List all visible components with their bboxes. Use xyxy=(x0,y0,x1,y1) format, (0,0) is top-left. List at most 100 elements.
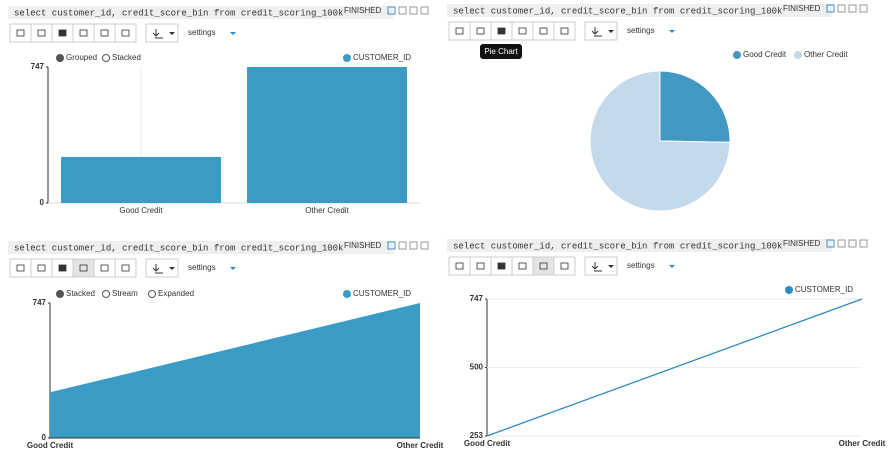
chart-button[interactable] xyxy=(114,258,137,278)
bar xyxy=(247,67,407,203)
x-tick-label: Good Credit xyxy=(27,441,74,450)
chart-button[interactable] xyxy=(532,21,555,41)
caret xyxy=(669,265,675,268)
mode-radio[interactable] xyxy=(56,54,64,62)
control-icon[interactable] xyxy=(837,239,846,248)
legend-label: CUSTOMER_ID xyxy=(795,285,853,294)
query: select customer_id, credit_score_bin fro… xyxy=(14,243,343,253)
download-button[interactable] xyxy=(145,23,179,43)
legend-label: Good Credit xyxy=(743,50,787,59)
chart-button[interactable] xyxy=(448,256,471,276)
download-button[interactable] xyxy=(145,258,179,278)
chart-icon xyxy=(497,27,506,35)
mode-radio[interactable] xyxy=(102,290,110,298)
chart-button[interactable] xyxy=(532,256,555,276)
pie-slice xyxy=(659,70,731,143)
chart-icon xyxy=(455,262,464,270)
chart-icon xyxy=(100,29,109,37)
chart-icon xyxy=(518,27,527,35)
caret xyxy=(169,267,175,270)
chart-button[interactable] xyxy=(469,256,492,276)
chart-button[interactable] xyxy=(72,258,95,278)
settings-link[interactable]: settings xyxy=(627,261,655,270)
control-icon[interactable] xyxy=(398,241,407,250)
settings-link[interactable]: settings xyxy=(627,26,655,35)
x-tick-label: Good Credit xyxy=(119,206,163,215)
query: select customer_id, credit_score_bin fro… xyxy=(14,8,343,18)
chart-icon xyxy=(455,27,464,35)
download-button[interactable] xyxy=(584,21,618,41)
chart-button[interactable] xyxy=(30,23,53,43)
legend-swatch[interactable] xyxy=(343,290,351,298)
control-icon[interactable] xyxy=(848,239,857,248)
status: FINISHED xyxy=(344,241,382,250)
legend-swatch[interactable] xyxy=(343,54,351,62)
control-icon[interactable] xyxy=(848,4,857,13)
control-icon[interactable] xyxy=(420,6,429,15)
chart-button[interactable] xyxy=(9,258,32,278)
chart-icon xyxy=(58,264,67,272)
chart-icon xyxy=(58,29,67,37)
line xyxy=(486,298,863,437)
caret xyxy=(608,30,614,33)
y-tick-label: 500 xyxy=(470,363,484,372)
control-icon[interactable] xyxy=(409,6,418,15)
status: FINISHED xyxy=(344,6,382,15)
chart-button[interactable] xyxy=(469,21,492,41)
chart-icon xyxy=(79,264,88,272)
settings-link[interactable]: settings xyxy=(188,28,216,37)
chart-icon xyxy=(476,27,485,35)
y-tick-label: 747 xyxy=(33,298,47,307)
chart-icon xyxy=(539,262,548,270)
control-icon[interactable] xyxy=(387,6,396,15)
y-tick-label: 0 xyxy=(42,433,47,442)
chart-icon xyxy=(539,27,548,35)
control-icon[interactable] xyxy=(398,6,407,15)
chart-button[interactable] xyxy=(9,23,32,43)
mode-radio[interactable] xyxy=(148,290,156,298)
control-icon[interactable] xyxy=(826,239,835,248)
mode-label: Expanded xyxy=(158,289,194,298)
y-tick-label: 253 xyxy=(470,431,484,440)
status: FINISHED xyxy=(783,239,821,248)
area xyxy=(50,303,420,438)
x-tick-label: Good Credit xyxy=(464,439,511,448)
query-bar xyxy=(447,239,832,252)
control-icon[interactable] xyxy=(859,4,868,13)
chart-icon xyxy=(37,264,46,272)
mode-radio[interactable] xyxy=(102,54,110,62)
caret xyxy=(169,32,175,35)
chart-button[interactable] xyxy=(511,256,534,276)
legend-swatch[interactable] xyxy=(785,286,793,294)
mode-radio[interactable] xyxy=(56,290,64,298)
download-icon xyxy=(591,27,602,37)
legend-swatch[interactable] xyxy=(733,51,741,59)
chart-button[interactable] xyxy=(93,23,116,43)
chart-button[interactable] xyxy=(511,21,534,41)
x-tick-label: Other Credit xyxy=(397,441,444,450)
control-icon[interactable] xyxy=(420,241,429,250)
chart-button[interactable] xyxy=(553,21,576,41)
chart-icon xyxy=(16,264,25,272)
chart-button[interactable] xyxy=(448,21,471,41)
chart-button[interactable] xyxy=(72,23,95,43)
settings-link[interactable]: settings xyxy=(188,263,216,272)
control-icon[interactable] xyxy=(859,239,868,248)
download-button[interactable] xyxy=(584,256,618,276)
control-icon[interactable] xyxy=(409,241,418,250)
control-icon[interactable] xyxy=(837,4,846,13)
chart-icon xyxy=(37,29,46,37)
chart-button[interactable] xyxy=(30,258,53,278)
y-tick-label: 0 xyxy=(40,198,45,207)
control-icon[interactable] xyxy=(387,241,396,250)
chart-icon xyxy=(560,27,569,35)
chart-button[interactable] xyxy=(114,23,137,43)
chart-icon xyxy=(476,262,485,270)
control-icon[interactable] xyxy=(826,4,835,13)
chart-button[interactable] xyxy=(553,256,576,276)
bar xyxy=(61,156,221,203)
legend-swatch[interactable] xyxy=(794,51,802,59)
chart-button[interactable] xyxy=(93,258,116,278)
mode-label: Stacked xyxy=(66,289,95,298)
chart-icon xyxy=(121,264,130,272)
